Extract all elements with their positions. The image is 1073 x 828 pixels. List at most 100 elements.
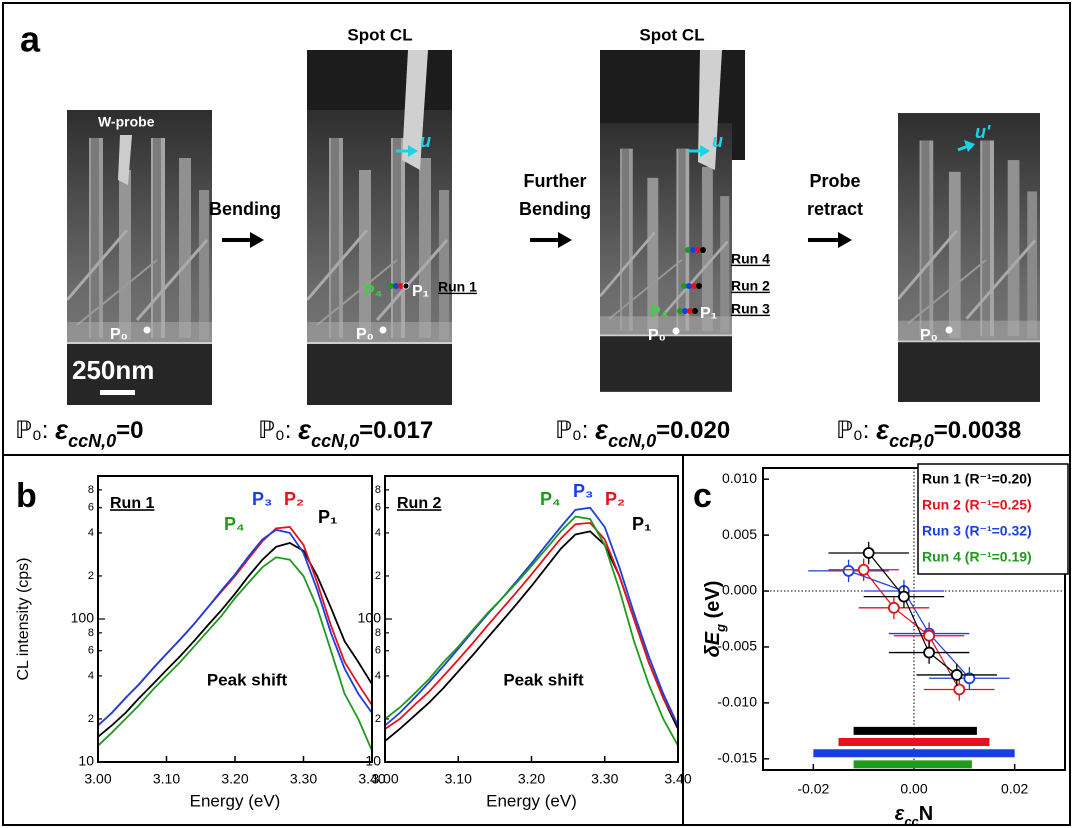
y-tick-label: 2 xyxy=(88,713,94,725)
spot-dot xyxy=(690,247,696,253)
image-title: Spot CL xyxy=(639,25,704,44)
legend-entry: Run 4 (R⁻¹=0.19) xyxy=(922,549,1032,565)
step-arrow-head xyxy=(558,232,572,248)
spot-dot xyxy=(402,282,410,290)
point-label: P₄ xyxy=(650,304,668,321)
y-tick-label: 0.005 xyxy=(722,526,757,542)
x-tick-label: 3.30 xyxy=(290,771,317,787)
panel-label: c xyxy=(693,477,712,515)
point xyxy=(887,601,900,614)
caption-subscript: ccP,0 xyxy=(889,431,934,451)
y-tick-label: 8 xyxy=(375,484,381,496)
y-tick-label: 8 xyxy=(88,484,94,496)
series-label: P₂ xyxy=(284,489,304,509)
probe-label: W-probe xyxy=(98,114,155,130)
x-tick-label: 3.40 xyxy=(358,771,385,787)
legend-entry: Run 2 (R⁻¹=0.25) xyxy=(922,497,1032,513)
series-label: P₁ xyxy=(632,514,651,534)
run-label: Run 3 xyxy=(731,301,770,317)
scale-bar xyxy=(100,390,135,395)
y-tick-label: 6 xyxy=(375,502,381,514)
caption-value: =0 xyxy=(116,417,143,444)
y-tick-label: 2 xyxy=(375,713,381,725)
spot-dot xyxy=(398,283,404,289)
caption: ℙ₀: εccN,0=0 xyxy=(15,415,143,451)
step-arrow-head xyxy=(250,232,264,248)
point xyxy=(923,629,935,642)
caption-point: ℙ₀: xyxy=(836,417,869,444)
legend-entry: Run 3 (R⁻¹=0.32) xyxy=(922,523,1032,539)
series-label: P₃ xyxy=(573,481,593,501)
caption-symbol: ε xyxy=(55,415,69,445)
probe xyxy=(402,50,428,170)
y-tick-label: 0.010 xyxy=(722,470,757,486)
y-axis-label: CL intensity (cps) xyxy=(15,558,32,681)
x-tick-label: 0.00 xyxy=(900,781,927,797)
axis-label: δEg (eV) xyxy=(702,581,728,658)
y-tick-label: 8 xyxy=(88,627,94,639)
point xyxy=(862,547,875,559)
spectrum-line xyxy=(384,515,679,747)
step-label: Bending xyxy=(209,199,281,219)
caption: ℙ₀: εccP,0=0.0038 xyxy=(836,415,1021,451)
y-tick-label: 4 xyxy=(88,527,94,539)
probe xyxy=(118,135,132,185)
y-tick-label: 4 xyxy=(375,527,381,539)
y-tick-label: 10 xyxy=(365,753,381,769)
point xyxy=(898,590,910,603)
run-label: Run 1 xyxy=(110,495,155,512)
x-tick-label: -0.02 xyxy=(797,781,829,797)
spot-dot xyxy=(393,283,399,289)
y-tick-label: -0.015 xyxy=(717,750,757,766)
caption-symbol: ε xyxy=(876,415,890,445)
spectrum-line xyxy=(384,521,679,730)
y-tick-label: 2 xyxy=(88,570,94,582)
caption: ℙ₀: εccN,0=0.017 xyxy=(258,415,433,451)
axis-label-rest: (eV) xyxy=(702,581,724,624)
spectrum-line xyxy=(97,542,373,738)
spot-dot xyxy=(685,247,691,253)
x-tick-label: 3.20 xyxy=(221,771,248,787)
y-tick-label: 100 xyxy=(358,610,382,626)
y-tick-label: -0.010 xyxy=(717,694,757,710)
connector xyxy=(863,569,960,690)
axis-label-sub: cc xyxy=(904,814,919,828)
caption-value: =0.017 xyxy=(359,417,433,444)
marker-arrow-head xyxy=(408,145,418,157)
image-title: Spot CL xyxy=(347,25,412,44)
point-label: P₁ xyxy=(412,283,430,300)
y-tick-label: 6 xyxy=(88,502,94,514)
caption: ℙ₀: εccN,0=0.020 xyxy=(555,415,730,451)
point xyxy=(842,565,855,577)
run-label: Run 4 xyxy=(731,251,770,267)
caption-subscript: ccN,0 xyxy=(608,431,656,451)
marker-arrow-head xyxy=(964,140,975,152)
sem-image-top xyxy=(307,50,452,110)
spot-dot xyxy=(686,283,692,289)
sem-image xyxy=(898,111,1040,404)
y-tick-label: 10 xyxy=(78,753,94,769)
series-label: P₁ xyxy=(318,507,337,527)
step-label: Probe xyxy=(809,171,860,191)
point-dot xyxy=(143,326,151,334)
sem-image xyxy=(307,110,452,405)
x-tick-label: 3.30 xyxy=(591,771,618,787)
point xyxy=(953,683,966,696)
plot-frame xyxy=(762,467,1066,771)
axis-label-sub: g xyxy=(713,624,728,633)
point-label: P₀ xyxy=(110,326,128,343)
series-label: P₄ xyxy=(224,514,245,534)
y-tick-label: 4 xyxy=(88,670,94,682)
spectrum-line xyxy=(97,556,373,752)
x-axis-label: Energy (eV) xyxy=(486,791,577,810)
y-tick-label: 4 xyxy=(375,670,381,682)
series-label: P₃ xyxy=(252,489,272,509)
spot-dot xyxy=(681,283,687,289)
x-tick-label: 3.00 xyxy=(84,771,111,787)
spot-dot xyxy=(691,283,697,289)
series-label: P₄ xyxy=(540,489,561,509)
caption-symbol: ε xyxy=(298,415,312,445)
spot-dot xyxy=(388,283,394,289)
